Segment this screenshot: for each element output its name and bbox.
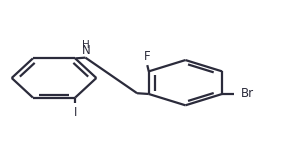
Text: I: I xyxy=(74,106,77,119)
Text: F: F xyxy=(144,50,151,63)
Text: H: H xyxy=(82,39,90,49)
Text: N: N xyxy=(82,44,91,57)
Text: Br: Br xyxy=(241,88,254,100)
